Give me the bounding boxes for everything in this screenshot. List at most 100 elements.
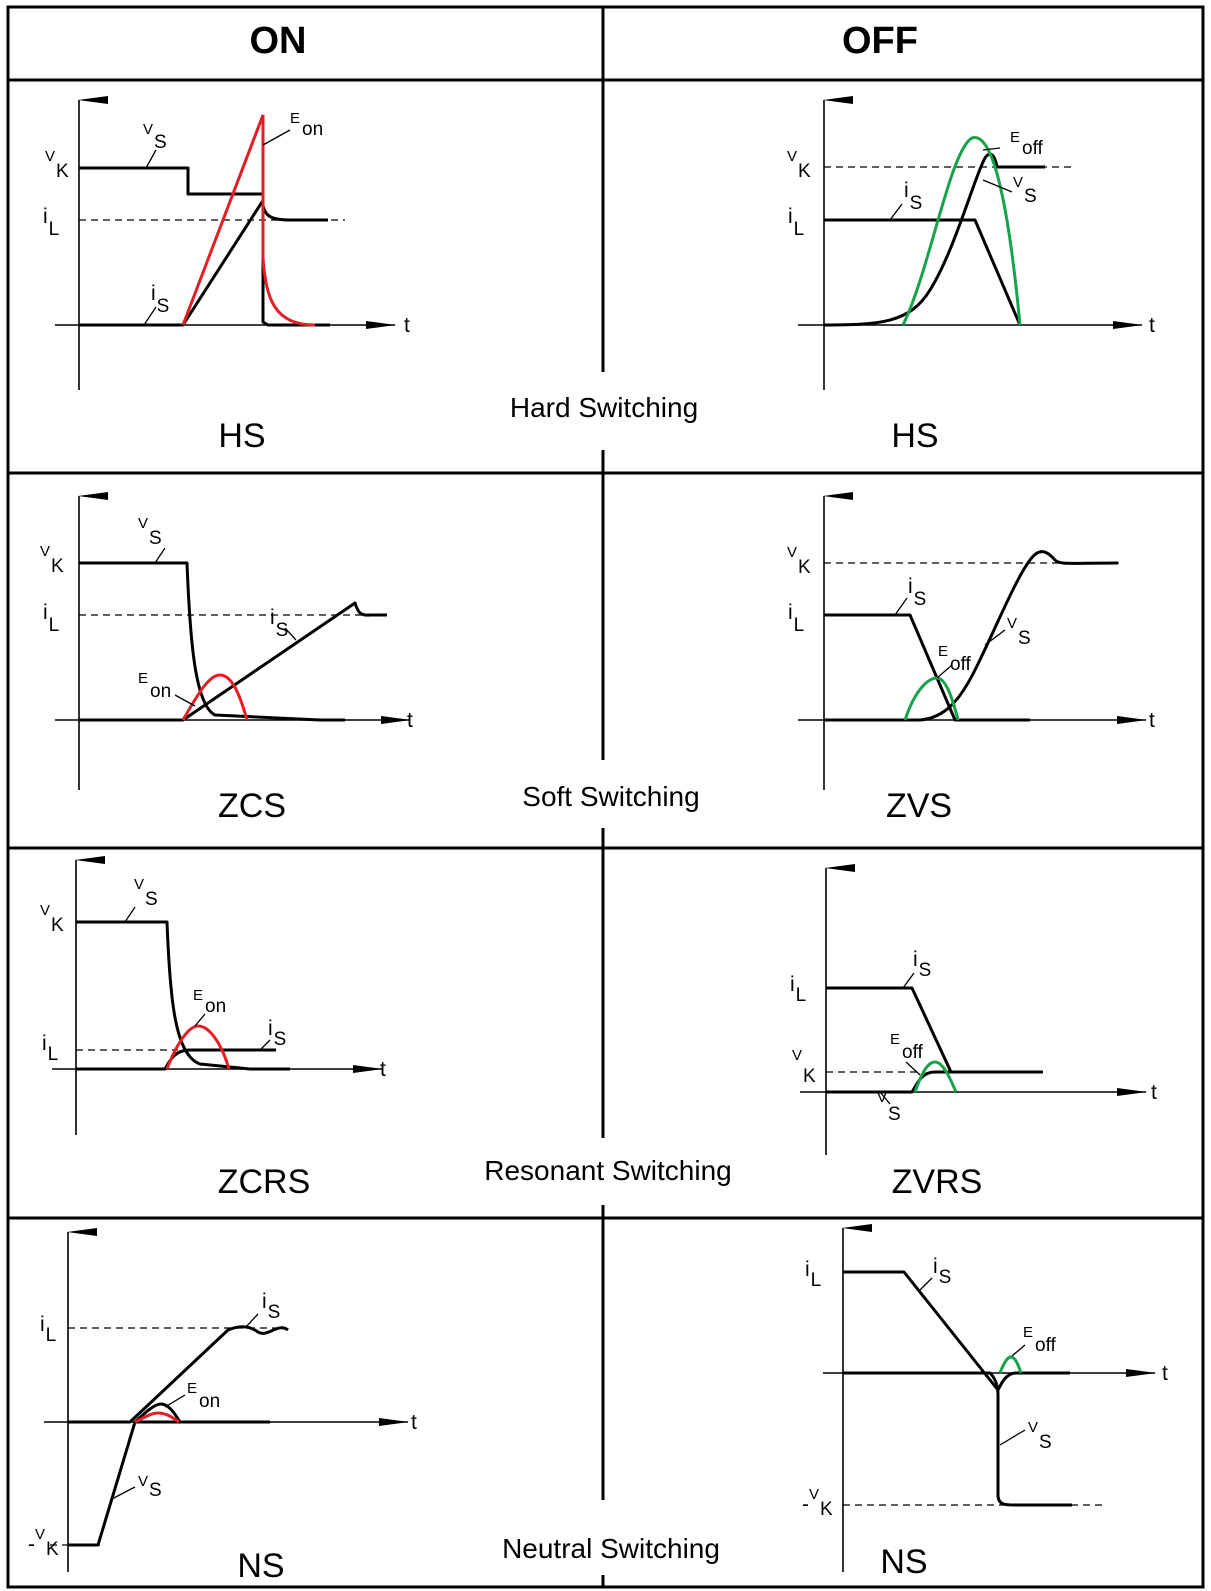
il-label: iL xyxy=(788,205,804,240)
mode-label-ns-on: NS xyxy=(237,1547,284,1585)
is-waveform xyxy=(826,986,1043,1074)
t-label: t xyxy=(1149,709,1155,732)
is-waveform xyxy=(79,601,387,722)
vs-label: VS xyxy=(143,121,167,153)
vs-waveform xyxy=(76,920,290,1071)
vs-waveform xyxy=(79,166,330,327)
is-waveform xyxy=(68,1325,289,1424)
eoff-leader xyxy=(905,1061,921,1076)
eon-label: Eon xyxy=(138,670,171,702)
vs-leader xyxy=(145,149,157,169)
vs-waveform xyxy=(79,561,345,722)
panel-zcrs: VS VK iL iS Eon t xyxy=(40,856,386,1135)
eon-label: Eon xyxy=(187,1380,220,1412)
vs-label: VS xyxy=(134,876,158,910)
eon-leader xyxy=(194,1013,206,1027)
t-label: t xyxy=(1151,1081,1157,1104)
is-label: iS xyxy=(908,575,926,610)
category-neutral-switching: Neutral Switching xyxy=(502,1533,720,1564)
is-label: iS xyxy=(913,948,931,981)
is-leader xyxy=(244,1313,259,1329)
eon-leader xyxy=(164,1394,186,1408)
t-label: t xyxy=(407,709,413,732)
eoff-curve xyxy=(998,1355,1023,1374)
vs-leader xyxy=(124,906,136,923)
panel-zvs: VK iL iS VS Eoff t xyxy=(787,492,1155,790)
vk-label: VK xyxy=(40,543,64,577)
category-hard-switching: Hard Switching xyxy=(510,392,698,423)
vs-leader xyxy=(999,1429,1026,1446)
panel-hs-off: VK iL iS VS Eoff t xyxy=(787,96,1155,390)
is-label: iS xyxy=(151,282,169,317)
is-leader xyxy=(889,203,903,221)
is-leader xyxy=(259,1039,271,1051)
eon-curve xyxy=(134,1411,180,1424)
il-label: iL xyxy=(42,1032,58,1065)
table-grid xyxy=(6,5,1205,1589)
eon-curve xyxy=(165,1024,231,1070)
mode-label-zvs: ZVS xyxy=(886,787,952,825)
vs-label: VS xyxy=(1013,174,1037,207)
is-leader xyxy=(143,306,157,326)
eon-leader xyxy=(174,694,196,707)
eon-curve xyxy=(181,673,249,721)
category-resonant-switching: Resonant Switching xyxy=(484,1155,731,1186)
is-leader xyxy=(894,597,908,616)
is-leader xyxy=(284,627,297,641)
vs-leader xyxy=(984,629,1006,646)
vs-waveform xyxy=(843,1371,1072,1507)
is-label: iS xyxy=(262,1290,280,1323)
neg-vk-label: -VK xyxy=(802,1486,833,1520)
is-leader xyxy=(919,1277,933,1291)
eoff-leader xyxy=(936,664,953,679)
mode-label-ns-off: NS xyxy=(880,1543,927,1581)
panel-zvrs: iL iS VK VS Eoff t xyxy=(790,864,1157,1155)
vs-label: VS xyxy=(138,515,162,549)
eoff-label: Eoff xyxy=(890,1031,924,1063)
vs-waveform xyxy=(824,550,1119,722)
eoff-curve xyxy=(903,676,960,721)
vs-waveform xyxy=(68,1420,270,1547)
vs-leader xyxy=(154,547,166,564)
vs-label: VS xyxy=(877,1089,901,1125)
is-waveform xyxy=(824,218,1022,326)
mode-label-hs-off: HS xyxy=(891,417,938,455)
mode-label-zvrs: ZVRS xyxy=(892,1163,983,1201)
vs-leader xyxy=(879,1091,891,1105)
eoff-label: Eoff xyxy=(1010,129,1044,159)
header-off: OFF xyxy=(842,20,918,62)
eon-label: Eon xyxy=(193,987,226,1017)
eon-leader xyxy=(262,129,291,146)
panel-hs-on: VS VK iL iS Eon t xyxy=(43,96,410,390)
vk-label: VK xyxy=(787,148,811,182)
eoff-curve xyxy=(913,1060,958,1093)
is-leader xyxy=(902,972,915,989)
vk-label: VK xyxy=(792,1047,816,1087)
is-waveform xyxy=(76,1048,276,1071)
vk-label: VK xyxy=(45,148,69,182)
il-label: iL xyxy=(43,601,59,636)
panel-ns-on: iL iS Eon VS -VK t xyxy=(28,1228,417,1572)
eoff-leader xyxy=(1011,1344,1026,1357)
vs-label: VS xyxy=(1007,615,1031,649)
il-label: iL xyxy=(790,973,806,1006)
t-label: t xyxy=(1149,314,1155,337)
eoff-curve xyxy=(901,136,1022,326)
vk-label: VK xyxy=(787,544,811,578)
t-label: t xyxy=(1162,1362,1168,1385)
is-label: iS xyxy=(933,1255,951,1288)
is-label: iS xyxy=(270,606,288,641)
vs-leader xyxy=(982,179,1013,193)
is-label: iS xyxy=(268,1017,286,1050)
eoff-leader xyxy=(982,147,1001,151)
is-waveform xyxy=(824,613,1030,722)
mode-label-zcs: ZCS xyxy=(218,787,286,825)
category-soft-switching: Soft Switching xyxy=(522,781,699,812)
vs-waveform xyxy=(823,152,1045,327)
vs-label: VS xyxy=(1028,1419,1052,1453)
is-label: iS xyxy=(904,179,922,214)
vs-leader xyxy=(109,1486,136,1501)
il-label: iL xyxy=(805,1258,821,1291)
il-label: iL xyxy=(40,1313,56,1346)
